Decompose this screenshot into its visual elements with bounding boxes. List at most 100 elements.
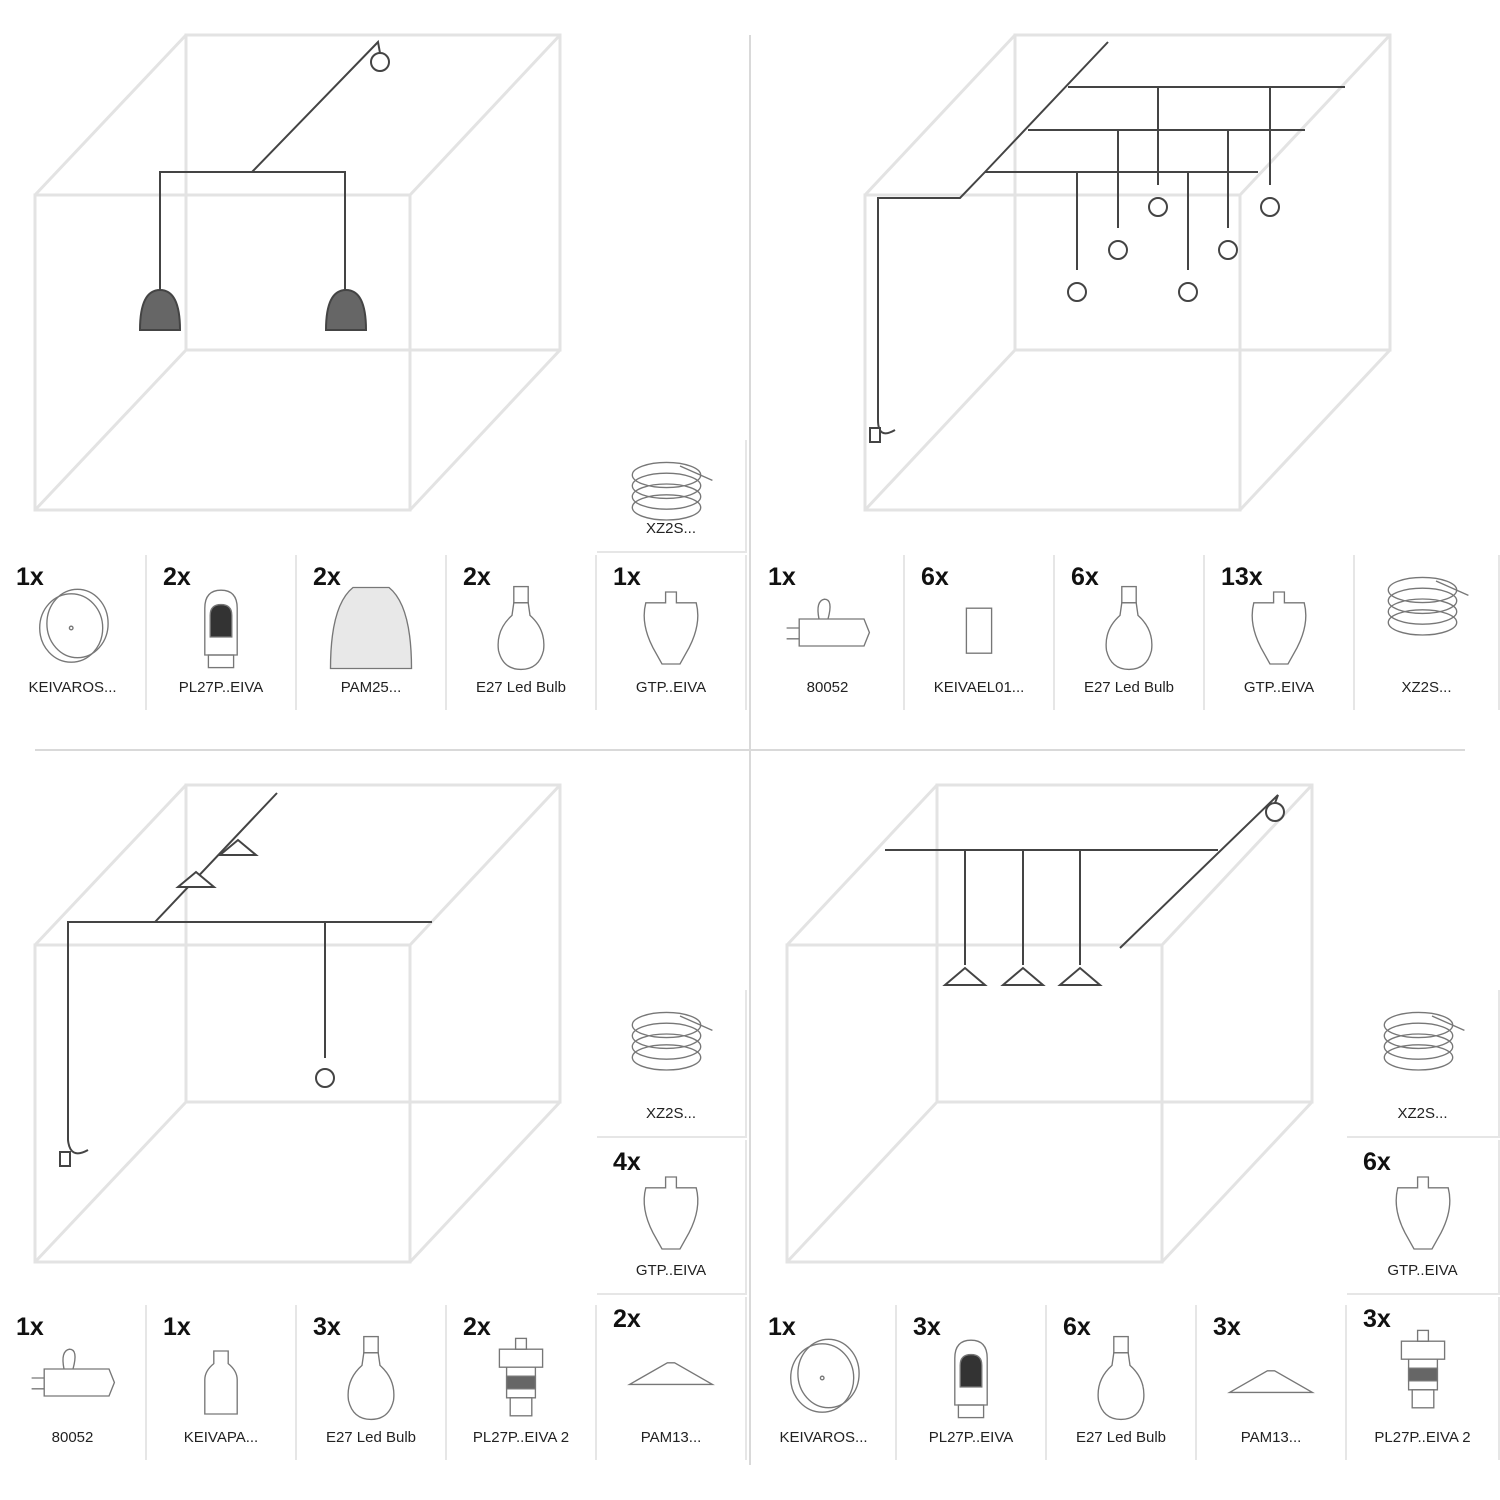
component-code: GTP..EIVA <box>635 1262 707 1279</box>
component-code: 80052 <box>51 1429 94 1446</box>
component-code: E27 Led Bulb <box>325 1429 417 1446</box>
component-card[interactable]: 2x E27 Led Bulb <box>447 555 597 710</box>
cable-coil-icon <box>1387 576 1469 636</box>
component-code: PAM25... <box>340 679 402 696</box>
cable-coil-icon <box>631 461 713 521</box>
bulb-icon <box>1105 585 1153 671</box>
component-code: E27 Led Bulb <box>475 679 567 696</box>
component-code: KEIVAROS... <box>779 1429 868 1446</box>
quantity: 2x <box>163 563 191 591</box>
lamp-setup-bottom-left <box>59 792 432 1167</box>
component-code: PL27P..EIVA 2 <box>1374 1429 1471 1446</box>
quantity: 6x <box>1363 1148 1391 1176</box>
component-code: XZ2S... <box>645 1105 697 1122</box>
component-card[interactable]: XZ2S... <box>597 990 747 1138</box>
component-card[interactable]: 1x 80052 <box>0 1305 147 1460</box>
quantity: 2x <box>463 563 491 591</box>
cord-grip-icon <box>1251 591 1307 665</box>
sleeve-icon <box>965 607 993 654</box>
component-card[interactable]: 6x GTP..EIVA <box>1347 1140 1500 1295</box>
room-cube-top-right <box>863 33 1392 512</box>
dome-shade-icon <box>329 586 413 670</box>
quantity: 6x <box>921 563 949 591</box>
component-card[interactable]: 1x KEIVAROS... <box>752 1305 897 1460</box>
component-card[interactable]: XZ2S... <box>1347 990 1500 1138</box>
component-card[interactable]: XZ2S... <box>1355 555 1500 710</box>
component-code: E27 Led Bulb <box>1083 679 1175 696</box>
component-card[interactable]: 3x PL27P..EIVA <box>897 1305 1047 1460</box>
component-code: GTP..EIVA <box>1387 1262 1458 1279</box>
component-card[interactable]: 6x E27 Led Bulb <box>1055 555 1205 710</box>
component-card[interactable]: 2x PL27P..EIVA 2 <box>447 1305 597 1460</box>
quantity: 3x <box>313 1313 341 1341</box>
quantity: 2x <box>613 1305 641 1333</box>
quantity: 3x <box>913 1313 941 1341</box>
horizontal-divider <box>35 749 1465 751</box>
quantity: 1x <box>163 1313 191 1341</box>
component-card[interactable]: 1x GTP..EIVA <box>597 555 747 710</box>
bulb-icon <box>347 1335 395 1421</box>
component-card[interactable]: 6x E27 Led Bulb <box>1047 1305 1197 1460</box>
quantity: 1x <box>16 1313 44 1341</box>
cord-grip-icon <box>1395 1176 1450 1250</box>
room-cube-bottom-right <box>785 783 1314 1264</box>
quantity: 6x <box>1071 563 1099 591</box>
component-card[interactable]: 3x PL27P..EIVA 2 <box>1347 1297 1500 1460</box>
quantity: 1x <box>768 563 796 591</box>
component-card[interactable]: XZ2S... <box>597 440 747 553</box>
lampholder-icon <box>954 1339 988 1419</box>
component-code: XZ2S... <box>645 520 697 537</box>
component-code: XZ2S... <box>1401 679 1452 696</box>
component-code: PL27P..EIVA 2 <box>472 1429 570 1446</box>
ceiling-rose-icon <box>789 1338 860 1413</box>
component-card[interactable]: 6x KEIVAEL01... <box>905 555 1055 710</box>
quantity: 3x <box>1363 1305 1391 1333</box>
lampholder-ring-icon <box>1400 1329 1445 1409</box>
component-card[interactable]: 1x KEIVAROS... <box>0 555 147 710</box>
component-code: KEIVAPA... <box>183 1429 259 1446</box>
lampholder-ring-icon <box>498 1337 544 1417</box>
component-code: XZ2S... <box>1397 1105 1448 1122</box>
cable-coil-icon <box>1383 1011 1465 1071</box>
component-card[interactable]: 2x PAM13... <box>597 1297 747 1460</box>
ceiling-rose-icon <box>38 588 109 663</box>
flat-shade-icon <box>627 1362 715 1386</box>
component-card[interactable]: 1x KEIVAPA... <box>147 1305 297 1460</box>
cord-grip-icon <box>643 591 699 665</box>
component-code: PAM13... <box>640 1429 702 1446</box>
component-code: PL27P..EIVA <box>928 1429 1014 1446</box>
quantity: 4x <box>613 1148 641 1176</box>
component-code: KEIVAEL01... <box>933 679 1025 696</box>
component-code: PL27P..EIVA <box>178 679 264 696</box>
plug-switch-icon <box>786 598 870 647</box>
bottle-holder-icon <box>204 1350 238 1415</box>
room-cube-top-left <box>33 33 562 512</box>
quantity: 3x <box>1213 1313 1241 1341</box>
component-card[interactable]: 1x 80052 <box>752 555 905 710</box>
component-card[interactable]: 4x GTP..EIVA <box>597 1140 747 1295</box>
lamp-setup-top-right <box>869 41 1345 443</box>
quantity: 1x <box>16 563 44 591</box>
room-cube-bottom-left <box>33 783 562 1264</box>
component-code: 80052 <box>806 679 849 696</box>
lamp-setup-top-left <box>138 39 390 331</box>
cord-grip-icon <box>643 1176 699 1250</box>
cable-coil-icon <box>631 1011 713 1071</box>
quantity: 6x <box>1063 1313 1091 1341</box>
component-card[interactable]: 3x PAM13... <box>1197 1305 1347 1460</box>
component-card[interactable]: 3x E27 Led Bulb <box>297 1305 447 1460</box>
component-card[interactable]: 2x PL27P..EIVA <box>147 555 297 710</box>
quantity: 2x <box>313 563 341 591</box>
quantity: 1x <box>768 1313 796 1341</box>
quantity: 13x <box>1221 563 1263 591</box>
component-code: GTP..EIVA <box>635 679 707 696</box>
bulb-icon <box>497 585 545 671</box>
component-code: E27 Led Bulb <box>1075 1429 1167 1446</box>
flat-shade-icon <box>1227 1370 1315 1394</box>
component-card[interactable]: 13x GTP..EIVA <box>1205 555 1355 710</box>
lampholder-icon <box>204 589 238 669</box>
component-card[interactable]: 2x PAM25... <box>297 555 447 710</box>
component-code: GTP..EIVA <box>1243 679 1315 696</box>
